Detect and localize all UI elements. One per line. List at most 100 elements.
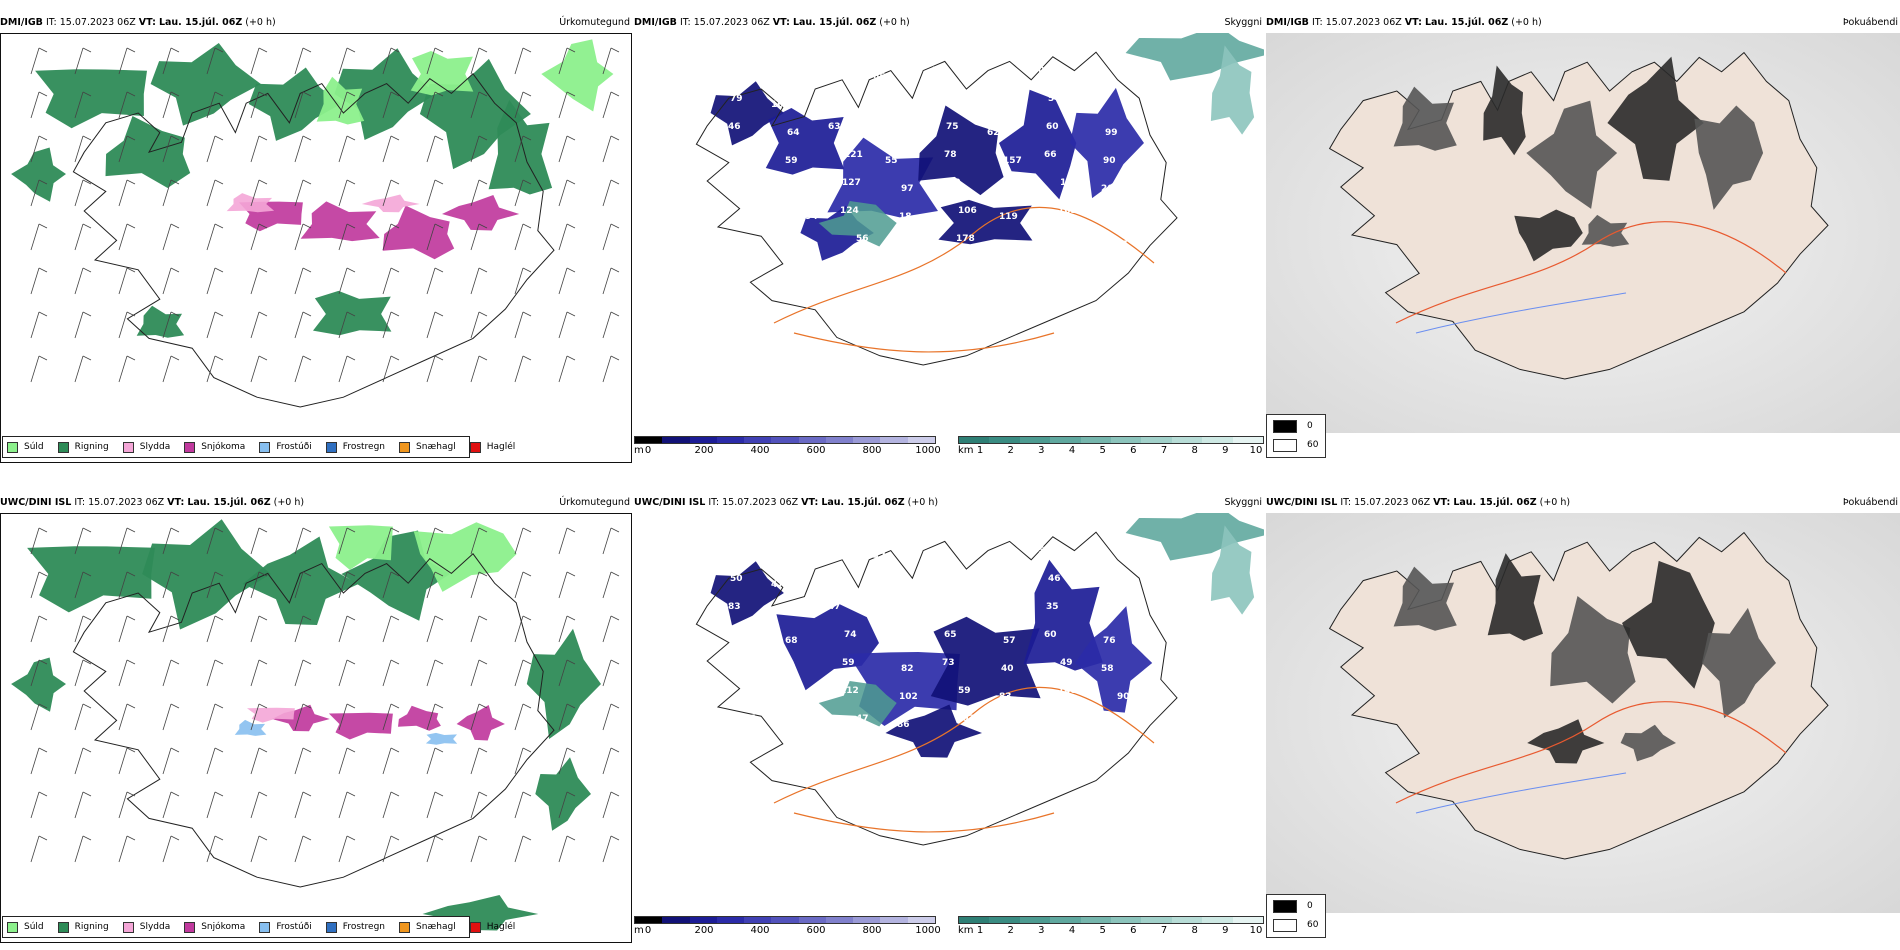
wind-barb [382, 267, 400, 295]
cloud-header-1: DMI/IGB IT: 15.07.2023 06Z VT: Lau. 15.j… [634, 16, 1264, 30]
cloud-base-label: 76 [1103, 636, 1116, 646]
fog-key-2: 0 60 [1266, 894, 1326, 938]
cloud-base-label: 57 [799, 692, 812, 702]
wind-barb [514, 835, 532, 863]
fog-map-1[interactable] [1266, 33, 1900, 433]
legend-swatch [184, 441, 196, 453]
cloud-base-label: 47 [771, 580, 784, 590]
wind-barb [514, 223, 532, 251]
vt-label: VT: [1433, 497, 1451, 508]
cloud-base-area [930, 616, 1041, 706]
wind-barb [382, 791, 400, 819]
valid-time: Lau. 15.júl. 06Z [821, 497, 905, 508]
cloud-base-label: 127 [842, 178, 861, 188]
cloud-base-label: 59 [785, 156, 798, 166]
colorbar-tick-label: 3 [1038, 925, 1045, 936]
colorbar-segment [744, 917, 772, 923]
colorbar-tick-label: 8 [1191, 925, 1198, 936]
cloud-base-label: 49 [930, 94, 943, 104]
colorbar-segment [959, 437, 990, 443]
legend-swatch [7, 441, 18, 453]
cloud-base-label: 75 [946, 122, 959, 132]
cloud-map-1[interactable]: 120 91 60 65 58 57 60 85 79 16 98 53 49 106 54 56 46 64 63… [634, 33, 1264, 433]
it-label: IT: [74, 497, 86, 508]
cloud-base-area [765, 108, 845, 175]
wind-barb [30, 91, 48, 119]
wind-barb [74, 615, 92, 643]
legend-swatch [57, 441, 69, 453]
wind-barb [426, 91, 444, 119]
wind-barb [338, 267, 356, 295]
wind-barb [162, 267, 180, 295]
snow-area [442, 195, 520, 231]
wind-barb [118, 179, 136, 207]
coastline [695, 51, 1178, 366]
wind-barb [30, 135, 48, 163]
rain-area [526, 628, 601, 739]
wind-barb [206, 527, 224, 555]
cloud-base-label: 47 [873, 552, 886, 562]
precip-map-2[interactable] [0, 513, 632, 943]
wind-barb [382, 615, 400, 643]
wind-barb [30, 311, 48, 339]
colorbar-unit: m [634, 445, 644, 456]
vt-label: VT: [1404, 17, 1422, 28]
wind-barb [118, 267, 136, 295]
legend-item: Haglél [469, 921, 515, 933]
colorbar-segment [1019, 437, 1051, 443]
river [1415, 292, 1627, 334]
wind-barb [470, 747, 488, 775]
wind-barb [514, 355, 532, 383]
colorbar-strip [634, 436, 936, 444]
wind-barb [30, 47, 48, 75]
wind-barb [250, 135, 268, 163]
cloud-base-label: 83 [728, 602, 741, 612]
cloud-base-colorbar-1: m 0 200 400 600 800 1000 [634, 436, 941, 460]
colorbar-segment [907, 917, 935, 923]
precip-legend-2: Súld Rigning Slydda Snjókoma Frostúði Frostre… [2, 916, 515, 938]
legend-swatch [57, 921, 69, 933]
colorbar-segment [1080, 437, 1112, 443]
wind-barb [558, 311, 576, 339]
wind-barb [602, 223, 620, 251]
wind-barb [118, 659, 136, 687]
fog-index-area [1514, 209, 1583, 262]
wind-barb [294, 527, 312, 555]
wind-barb [514, 267, 532, 295]
legend-label: Haglél [486, 442, 516, 452]
wind-barb [206, 311, 224, 339]
rain-area [105, 116, 191, 188]
cloud-base-label: 56 [856, 234, 869, 244]
wind-barb [294, 615, 312, 643]
colorbar-strip [958, 436, 1264, 444]
cloud-base-label: 59 [726, 630, 739, 640]
wind-barb [30, 703, 48, 731]
cloud-base-label: 178 [956, 234, 975, 244]
fog-key-label-low: 0 [1307, 421, 1313, 431]
fog-map-svg [1266, 513, 1900, 913]
cloud-map-2[interactable]: 88 48 50 47 48 70 55 75 50 47 51 53 44 54 46 57 83 65 47 55… [634, 513, 1264, 913]
cloud-base-label: 78 [783, 184, 796, 194]
wind-barb [382, 223, 400, 251]
lead-time: (+0 h) [1539, 497, 1571, 508]
wind-barb [558, 355, 576, 383]
colorbar-tick-label: 7 [1160, 445, 1168, 456]
cloud-base-label: 58 [1001, 184, 1014, 194]
sleet-area [361, 194, 420, 213]
it-label: IT: [1340, 497, 1352, 508]
wind-barb [294, 747, 312, 775]
cloud-base-label: 18 [899, 212, 912, 222]
precip-map-svg [11, 39, 620, 408]
wind-barb [118, 527, 136, 555]
wind-barb [338, 835, 356, 863]
fog-panel-title: Þokuábendi [1842, 497, 1898, 508]
visibility-area [1125, 33, 1264, 81]
cloud-base-label: 90 [1117, 692, 1130, 702]
cloud-base-label: 60 [1044, 630, 1057, 640]
fog-map-2[interactable] [1266, 513, 1900, 913]
precip-map-1[interactable] [0, 33, 632, 463]
legend-swatch [259, 921, 271, 933]
legend-swatch [184, 921, 196, 933]
wind-barb [118, 571, 136, 599]
cloud-base-label: 97 [901, 184, 914, 194]
